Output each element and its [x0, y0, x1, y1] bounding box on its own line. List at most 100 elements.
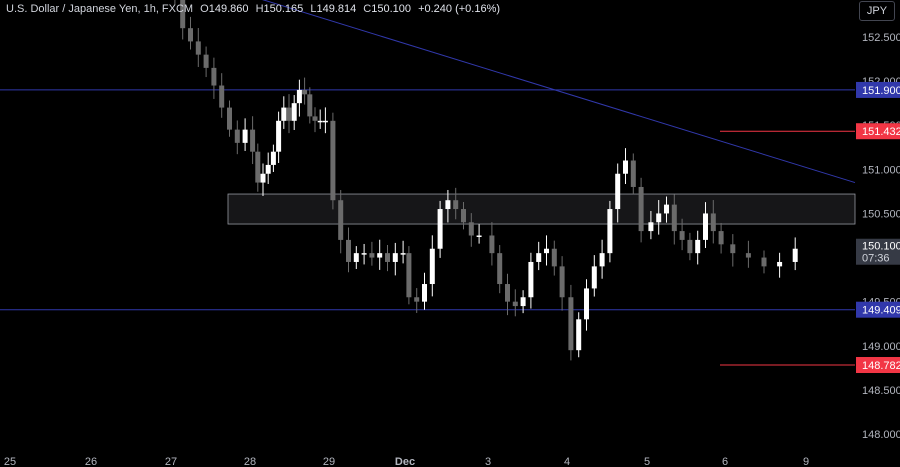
- candle-body: [599, 253, 605, 267]
- candle-body: [687, 239, 693, 254]
- candle-body: [353, 253, 359, 262]
- candles: [174, 0, 798, 361]
- candle-body: [276, 120, 282, 152]
- candle-body: [312, 116, 318, 121]
- candle-body: [188, 28, 193, 42]
- candle-body: [656, 213, 662, 223]
- candle-body: [270, 151, 276, 165]
- candle-body: [322, 120, 328, 123]
- candle-body: [536, 253, 542, 262]
- last-price-tag-bg: [856, 238, 900, 265]
- candle-body: [520, 297, 526, 307]
- candle-body: [664, 204, 669, 214]
- close-label: C: [363, 3, 372, 15]
- candle-body: [281, 107, 287, 121]
- candle-body: [203, 54, 209, 68]
- candle-body: [489, 235, 495, 254]
- x-tick-label: 26: [85, 456, 97, 467]
- low-label: L: [310, 3, 317, 15]
- candle-body: [576, 319, 582, 351]
- candle-body: [317, 120, 323, 123]
- level-tag-bg: [856, 123, 900, 140]
- candle-body: [377, 253, 383, 258]
- candle-body: [648, 222, 654, 232]
- level-tag-label: 148.782: [862, 360, 900, 372]
- candle-body: [429, 248, 435, 285]
- candle-body: [392, 253, 398, 262]
- candle-body: [242, 129, 248, 143]
- candle-body: [234, 129, 240, 143]
- candle-body: [679, 231, 685, 240]
- x-tick-label: 28: [244, 456, 256, 467]
- candle-body: [497, 253, 503, 285]
- candle-body: [703, 213, 708, 240]
- level-tag-label: 149.409: [862, 305, 900, 317]
- open-label: O: [200, 3, 209, 15]
- high-label: H: [255, 3, 264, 15]
- candle-body: [195, 41, 201, 55]
- candle-body: [623, 160, 628, 174]
- level-tag-bg: [856, 301, 900, 318]
- y-tick-label: 148.500: [862, 385, 900, 397]
- candle-body: [591, 266, 597, 289]
- candle-body: [400, 253, 406, 255]
- candle-body: [718, 231, 724, 245]
- x-tick-label: 25: [4, 456, 16, 467]
- candle-body: [414, 297, 420, 302]
- low-value: 149.814: [316, 3, 357, 15]
- candle-body: [422, 284, 427, 302]
- candle-body: [710, 213, 716, 232]
- candle-body: [792, 248, 798, 262]
- candle-body: [338, 200, 344, 240]
- open-value: 149.860: [208, 3, 249, 15]
- candle-body: [559, 266, 565, 298]
- candle-body: [453, 200, 459, 210]
- candle-body: [227, 107, 232, 130]
- candle-body: [296, 89, 302, 104]
- x-tick-label: 3: [485, 456, 491, 467]
- x-tick-label: 5: [644, 456, 650, 467]
- candle-body: [291, 103, 297, 121]
- candle-body: [461, 209, 466, 223]
- candle-body: [615, 173, 621, 210]
- candle-body: [745, 253, 751, 258]
- candle-body: [255, 151, 261, 183]
- candle-body: [265, 164, 271, 174]
- currency-button[interactable]: JPY: [859, 1, 895, 21]
- candle-body: [361, 253, 367, 255]
- change-value: +0.240 (+0.16%): [418, 3, 501, 15]
- candle-body: [211, 67, 217, 86]
- high-value: 150.165: [263, 3, 304, 15]
- candle-body: [445, 200, 451, 210]
- candle-body: [406, 253, 412, 298]
- countdown-label: 07:36: [862, 253, 890, 265]
- zone-rect: [227, 193, 856, 225]
- candle-body: [695, 239, 701, 254]
- candle-body: [730, 244, 736, 254]
- candle-body: [671, 204, 677, 232]
- candle-body: [468, 222, 474, 236]
- y-tick-label: 151.000: [862, 164, 900, 176]
- candle-body: [219, 85, 225, 108]
- candle-body: [761, 257, 767, 267]
- x-tick-label: Dec: [395, 456, 415, 467]
- symbol-title: U.S. Dollar / Japanese Yen, 1h, FXCM: [6, 3, 194, 15]
- candle-body: [369, 253, 375, 258]
- candle-body: [584, 288, 589, 320]
- candle-body: [568, 297, 574, 351]
- candle-body: [260, 173, 266, 183]
- candle-body: [512, 301, 518, 307]
- level-tag-bg: [856, 357, 900, 374]
- candle-body: [528, 261, 534, 298]
- candle-body: [505, 284, 510, 302]
- y-tick-label: 149.000: [862, 341, 900, 353]
- candle-body: [180, 0, 186, 29]
- level-tag-label: 151.900: [862, 85, 900, 97]
- y-tick-label: 148.000: [862, 429, 900, 441]
- trendline: [262, 0, 856, 184]
- chart-header: U.S. Dollar / Japanese Yen, 1h, FXCM O14…: [6, 3, 504, 15]
- level-tag-label: 151.432: [862, 126, 900, 138]
- level-tag-bg: [856, 81, 900, 98]
- candle-body: [437, 209, 443, 249]
